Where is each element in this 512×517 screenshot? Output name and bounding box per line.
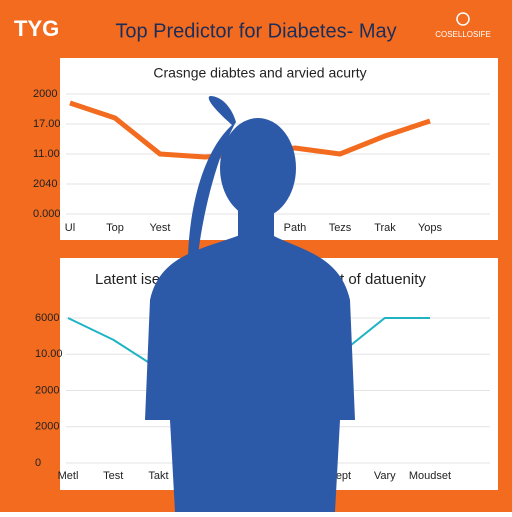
annotation: Latent ise — [95, 271, 160, 288]
y-tick-label: 0 — [35, 457, 41, 469]
x-tick-label: Ul — [65, 222, 75, 234]
x-tick-label: Test — [103, 470, 123, 482]
y-tick-label: 2040 — [33, 178, 57, 190]
y-tick-label: 10.00 — [35, 348, 63, 360]
chart-title: Crasnge diabtes and arvied acurty — [153, 65, 366, 81]
annotation: t of datuenity — [340, 271, 426, 288]
x-tick-label: Yops — [418, 222, 443, 234]
y-tick-label: 2000 — [35, 384, 59, 396]
page-title: Top Predictor for Diabetes- May — [115, 20, 396, 42]
logo: COSELLOSIFE — [435, 30, 491, 39]
plots: 0.000 2040 11.00 17.00 2000 Ul Top Yest Path Tezs… — [33, 88, 490, 482]
x-tick-label: Trak — [374, 222, 396, 234]
y-tick-label: 2000 — [33, 88, 57, 100]
x-tick-label: Tezs — [329, 222, 352, 234]
y-tick-label: 0.000 — [33, 208, 61, 220]
y-tick-label: 6000 — [35, 312, 59, 324]
logo-icon — [456, 12, 470, 26]
y-tick-label: 11.00 — [33, 148, 60, 160]
y-tick-label: 2000 — [35, 421, 59, 433]
x-tick-label: Vary — [374, 470, 396, 482]
silhouette — [145, 96, 355, 512]
x-tick-label: Path — [284, 222, 307, 234]
y-tick-label: 17.00 — [33, 118, 61, 130]
x-tick-label: Takt — [148, 470, 168, 482]
x-tick-label: Moudset — [409, 470, 451, 482]
x-tick-label: Metl — [58, 470, 79, 482]
x-tick-label: Top — [106, 222, 124, 234]
x-tick-label: Yest — [149, 222, 170, 234]
brand: TYG — [14, 16, 59, 41]
